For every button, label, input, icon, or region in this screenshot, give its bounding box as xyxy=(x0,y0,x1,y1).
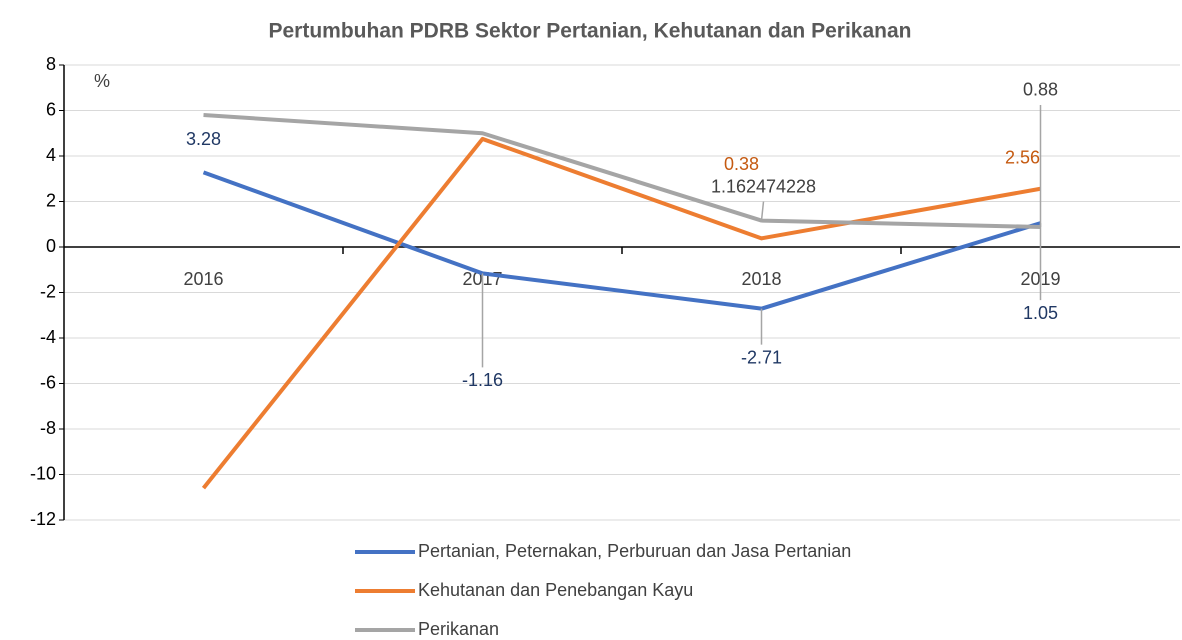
y-tick-label: -8 xyxy=(40,418,56,438)
series-line xyxy=(201,136,1041,490)
y-tick-label: -12 xyxy=(30,509,56,529)
y-tick-label: -4 xyxy=(40,327,56,347)
data-label: -2.71 xyxy=(741,347,782,367)
y-tick-label: 4 xyxy=(46,145,56,165)
y-tick-label: -6 xyxy=(40,372,56,392)
x-tick-label: 2018 xyxy=(741,269,781,289)
y-axis-label: % xyxy=(94,71,110,91)
y-tick-label: 2 xyxy=(46,190,56,210)
x-tick-label: 2016 xyxy=(183,269,223,289)
data-label: -1.16 xyxy=(462,370,503,390)
legend-label: Pertanian, Peternakan, Perburuan dan Jas… xyxy=(418,541,851,561)
legend-label: Kehutanan dan Penebangan Kayu xyxy=(418,580,693,600)
y-tick-label: -2 xyxy=(40,281,56,301)
y-tick-label: -10 xyxy=(30,463,56,483)
legend-label: Perikanan xyxy=(418,619,499,639)
series-line xyxy=(202,170,1042,311)
data-label: 1.162474228 xyxy=(711,176,816,196)
y-tick-label: 6 xyxy=(46,99,56,119)
data-label: 2.56 xyxy=(1005,148,1040,168)
chart-title: Pertumbuhan PDRB Sektor Pertanian, Kehut… xyxy=(269,20,912,43)
data-label: 3.28 xyxy=(186,129,221,149)
y-tick-label: 0 xyxy=(46,236,56,256)
data-label: 0.38 xyxy=(724,154,759,174)
data-label: 0.88 xyxy=(1023,80,1058,100)
series-line xyxy=(203,113,1041,229)
leader-line xyxy=(760,201,765,221)
y-tick-label: 8 xyxy=(46,54,56,74)
data-label: 1.05 xyxy=(1023,303,1058,323)
